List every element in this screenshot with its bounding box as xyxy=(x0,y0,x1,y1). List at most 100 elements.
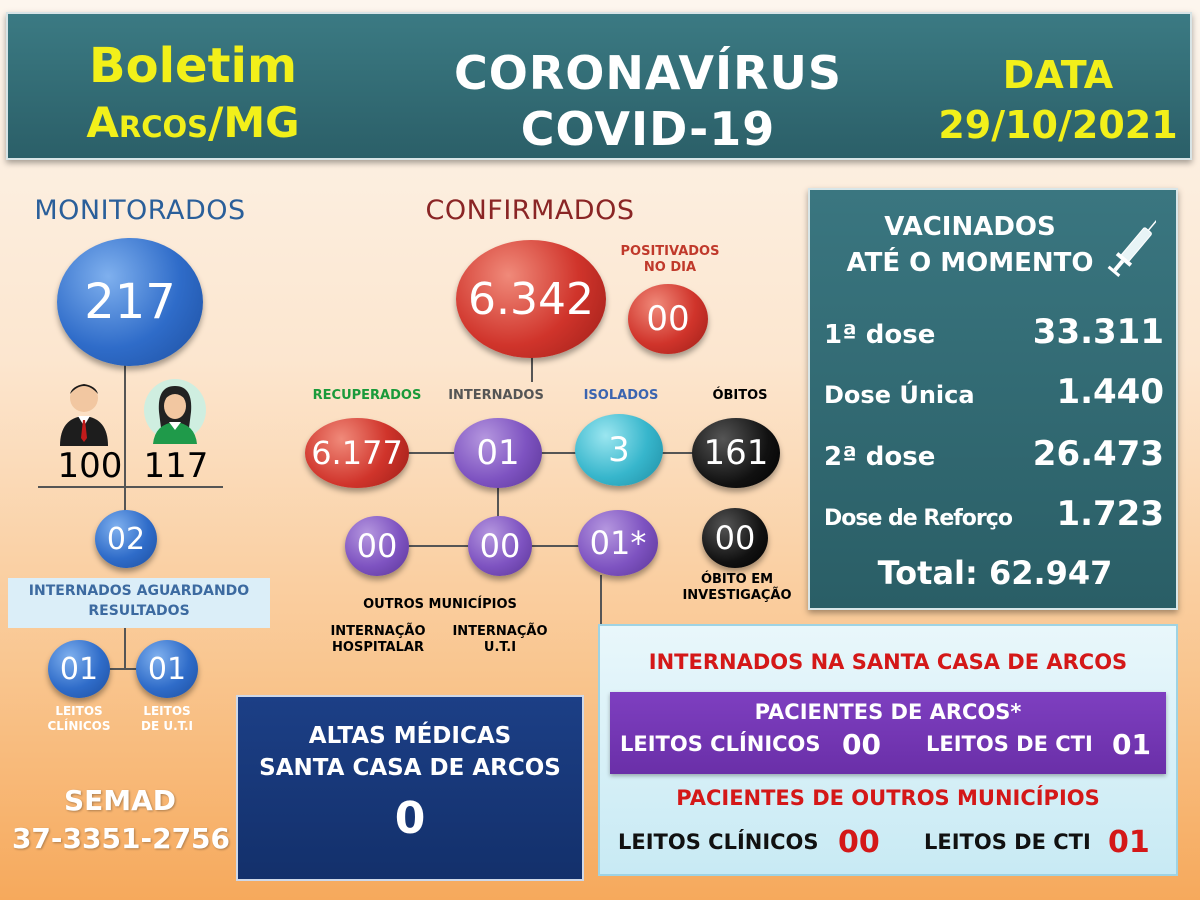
internacao-uti-label: INTERNAÇÃO U.T.I xyxy=(440,624,560,657)
arcos-clinicos-value: 00 xyxy=(842,728,881,761)
syringe-icon xyxy=(1106,216,1158,286)
internacao-hospitalar-label: INTERNAÇÃO HOSPITALAR xyxy=(318,624,438,657)
divider-line xyxy=(38,486,223,488)
confirmados-title: CONFIRMADOS xyxy=(425,195,635,226)
boletim-title: Boletim xyxy=(89,38,297,94)
semad-name: SEMAD xyxy=(63,784,177,817)
santa-casa-title: INTERNADOS NA SANTA CASA DE ARCOS xyxy=(648,650,1128,674)
awaiting-circle: 02 xyxy=(95,510,157,568)
outros-municipios-circle: 00 xyxy=(345,516,409,576)
vac-row: Dose Única 1.440 xyxy=(824,372,1164,412)
recuperados-circle: 6.177 xyxy=(305,418,409,488)
leitos-uti-label-line1: LEITOS xyxy=(143,704,191,718)
outros-municipios-label: OUTROS MUNICÍPIOS xyxy=(363,597,517,612)
vac-row-value: 1.440 xyxy=(1056,372,1164,412)
internados-circle: 01 xyxy=(454,418,542,488)
santa-casa-panel: INTERNADOS NA SANTA CASA DE ARCOS PACIEN… xyxy=(598,624,1178,876)
connector-line xyxy=(405,452,695,454)
semad-phone: 37-3351-2756 xyxy=(11,822,231,855)
positivados-value: 00 xyxy=(646,299,690,339)
internacao-uti-label-line1: INTERNAÇÃO xyxy=(452,624,548,639)
positivados-label-line1: POSITIVADOS xyxy=(620,244,720,259)
monitorados-men: 100 xyxy=(57,446,123,486)
internacao-hospitalar-value: 00 xyxy=(479,527,521,565)
outros-patients-title: PACIENTES DE OUTROS MUNICÍPIOS xyxy=(676,786,1100,810)
leitos-clinicos-label-line2: CLÍNICOS xyxy=(47,719,111,733)
outros-clinicos-value: 00 xyxy=(838,825,880,860)
confirmados-total-circle: 6.342 xyxy=(456,240,606,358)
awaiting-label-line2: RESULTADOS xyxy=(88,602,190,619)
awaiting-value: 02 xyxy=(106,521,146,557)
arcos-patients-title: PACIENTES DE ARCOS* xyxy=(754,700,1022,724)
outros-clinicos-label: LEITOS CLÍNICOS xyxy=(618,830,819,854)
internacao-hospitalar-circle: 00 xyxy=(468,516,532,576)
connector-line xyxy=(92,668,160,670)
leitos-clinicos-label-line1: LEITOS xyxy=(55,704,103,718)
internacao-uti-value: 01* xyxy=(589,524,647,562)
arcos-cti-value: 01 xyxy=(1112,728,1151,761)
awaiting-label-box: INTERNADOS AGUARDANDO RESULTADOS xyxy=(8,578,270,628)
awaiting-label-line1: INTERNADOS AGUARDANDO xyxy=(28,583,250,599)
internacao-uti-label-line2: U.T.I xyxy=(483,640,517,656)
internacao-hospitalar-label-line2: HOSPITALAR xyxy=(332,640,424,656)
leitos-clinicos-value: 01 xyxy=(59,651,99,687)
arcos-cti-label: LEITOS DE CTI xyxy=(926,732,1093,756)
vac-row-label: 1ª dose xyxy=(824,320,936,350)
outros-municipios-value: 00 xyxy=(356,527,398,565)
altas-value: 0 xyxy=(394,793,426,844)
altas-line2: SANTA CASA DE ARCOS xyxy=(259,755,561,781)
main-title-line1: CORONAVÍRUS xyxy=(454,46,842,100)
positivados-circle: 00 xyxy=(628,284,708,354)
city-label: Arcos/MG xyxy=(86,98,300,147)
isolados-value: 3 xyxy=(608,430,630,470)
main-title-line2: COVID-19 xyxy=(520,102,776,156)
vac-row: 2ª dose 26.473 xyxy=(824,434,1164,474)
woman-icon xyxy=(143,378,207,444)
vac-row-label: 2ª dose xyxy=(824,442,936,472)
arcos-patients-bar: PACIENTES DE ARCOS* LEITOS CLÍNICOS 00 L… xyxy=(610,692,1166,774)
vac-row-value: 26.473 xyxy=(1032,434,1164,474)
monitorados-title: MONITORADOS xyxy=(34,195,246,226)
obitos-label: ÓBITOS xyxy=(712,388,768,403)
connector-line xyxy=(497,480,499,520)
arcos-clinicos-label: LEITOS CLÍNICOS xyxy=(620,732,821,756)
isolados-circle: 3 xyxy=(575,414,663,486)
outros-cti-value: 01 xyxy=(1108,825,1150,860)
vacinados-panel: VACINADOS ATÉ O MOMENTO 1ª dose 33.311 D… xyxy=(808,188,1178,610)
confirmados-total: 6.342 xyxy=(468,273,594,325)
connector-line xyxy=(531,350,533,382)
leitos-uti-circle: 01 xyxy=(136,640,198,698)
obito-investigacao-value: 00 xyxy=(714,519,756,557)
man-icon xyxy=(56,380,112,446)
vac-row: Dose de Reforço 1.723 xyxy=(824,494,1164,534)
obitos-value: 161 xyxy=(703,433,769,473)
outros-cti-label: LEITOS DE CTI xyxy=(924,830,1091,854)
vac-row-value: 1.723 xyxy=(1056,494,1164,534)
recuperados-label: RECUPERADOS xyxy=(312,388,422,403)
recuperados-value: 6.177 xyxy=(311,434,403,472)
header-banner: Boletim Arcos/MG CORONAVÍRUS COVID-19 DA… xyxy=(6,12,1192,160)
leitos-clinicos-label: LEITOS CLÍNICOS xyxy=(34,704,124,734)
connector-line xyxy=(124,628,126,668)
obitos-circle: 161 xyxy=(692,418,780,488)
leitos-uti-value: 01 xyxy=(147,651,187,687)
monitorados-total: 217 xyxy=(84,274,176,330)
altas-line1: ALTAS MÉDICAS xyxy=(308,723,512,749)
vac-row-label: Dose de Reforço xyxy=(824,506,1013,531)
date-label: DATA xyxy=(1002,53,1114,97)
positivados-label: POSITIVADOS NO DIA xyxy=(610,244,730,277)
obito-investigacao-circle: 00 xyxy=(702,508,768,568)
vacinados-total: Total: 62.947 xyxy=(877,554,1113,592)
internacao-uti-circle: 01* xyxy=(578,510,658,576)
vac-row: 1ª dose 33.311 xyxy=(824,312,1164,352)
internados-value: 01 xyxy=(476,433,520,473)
leitos-clinicos-circle: 01 xyxy=(48,640,110,698)
positivados-label-line2: NO DIA xyxy=(643,260,697,276)
altas-panel: ALTAS MÉDICAS SANTA CASA DE ARCOS 0 xyxy=(236,695,584,881)
monitorados-total-circle: 217 xyxy=(57,238,203,366)
bulletin-date: 29/10/2021 xyxy=(938,103,1178,147)
obito-investigacao-label-line1: ÓBITO EM xyxy=(700,572,774,587)
vac-row-label: Dose Única xyxy=(824,381,975,409)
internados-label: INTERNADOS xyxy=(448,388,544,403)
obito-investigacao-label-line2: INVESTIGAÇÃO xyxy=(682,588,792,604)
